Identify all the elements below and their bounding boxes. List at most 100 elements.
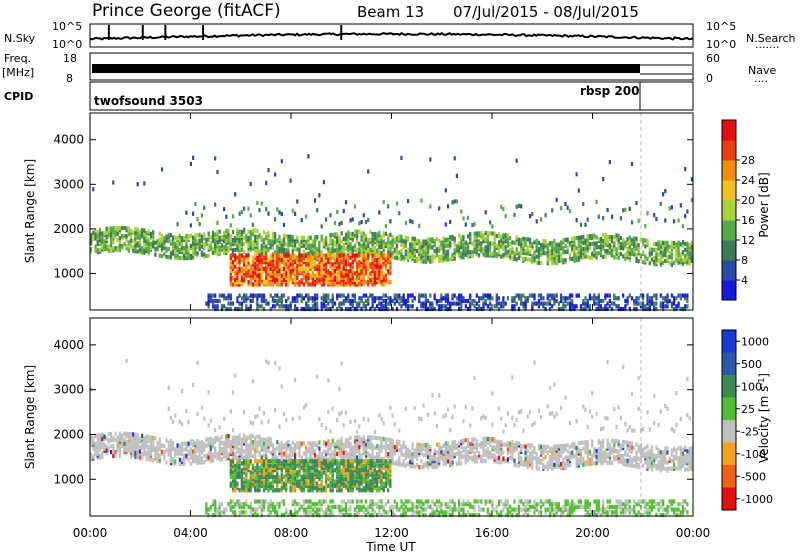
echo-cell [243,486,246,491]
echo-cell [240,510,243,515]
echo-cell [331,277,334,283]
echo-cell [336,260,339,265]
echo-cell [262,269,266,274]
echo-cell [387,269,390,274]
echo-cell [298,249,301,254]
echo-cell [203,205,206,210]
echo-cell [393,255,396,260]
echo-cell [371,296,374,301]
echo-cell [300,293,303,298]
echo-cell [449,306,452,312]
echo-cell [404,220,407,226]
echo-cell [169,239,172,244]
echo-cell [595,235,598,240]
echo-cell [387,301,390,306]
echo-cell [302,306,305,312]
echo-cell [320,234,323,239]
echo-cell [655,252,658,257]
echo-cell [604,296,607,301]
echo-cell [274,280,277,285]
echo-cell [320,250,323,255]
echo-cell [336,486,339,491]
echo-cell [211,452,215,457]
echo-cell [280,260,283,265]
echo-cell [247,280,250,285]
echo-cell [300,235,303,240]
echo-cell [265,207,268,212]
echo-cell [116,443,119,448]
echo-cell [371,304,374,309]
echo-cell [209,298,212,304]
echo-cell [384,304,387,309]
echo-cell [358,221,361,226]
echo-cell [265,275,268,280]
echo-cell [240,474,243,479]
echo-cell [329,452,332,458]
echo-cell [285,253,288,258]
echo-cell [229,293,232,298]
echo-cell [262,280,266,285]
echo-cell [90,239,93,244]
echo-cell [282,293,286,298]
echo-cell [134,450,137,455]
echo-cell [302,282,305,287]
echo-cell [278,477,281,482]
echo-cell [473,298,476,304]
echo-cell [125,439,128,444]
echo-cell [265,437,268,443]
echo-cell [389,240,392,245]
echo-cell [238,465,241,470]
echo-cell [269,459,272,464]
echo-cell [265,359,268,364]
echo-cell [291,262,294,267]
echo-cell [136,437,139,442]
echo-cell [294,273,297,278]
echo-cell [311,465,314,470]
echo-cell [291,486,294,491]
echo-cell [478,231,481,236]
echo-cell [318,271,321,276]
echo-cell [298,260,301,265]
echo-cell [269,450,272,456]
echo-cell [282,486,286,491]
echo-cell [247,282,250,287]
echo-cell [325,483,328,488]
echo-cell [169,415,172,420]
echo-cell [311,451,314,456]
echo-cell [238,233,241,238]
noise-panel: N.Sky 10^5 10^0 10^5 10^0 N.Search .....… [4,20,796,51]
echo-cell [686,304,689,309]
echo-cell [265,282,268,287]
echo-cell [256,273,259,278]
echo-cell [418,296,421,301]
echo-cell [360,269,363,274]
echo-cell [347,253,350,258]
echo-cell [307,260,310,265]
echo-cell [274,361,277,366]
echo-cell [411,304,414,309]
echo-cell [234,271,237,276]
echo-cell [209,296,212,301]
echo-cell [138,239,141,244]
echo-cell [291,470,294,475]
echo-cell [686,245,689,250]
echo-cell [278,234,281,240]
echo-cell [285,306,288,312]
echo-cell [562,250,565,255]
echo-cell [564,296,567,301]
colorbar-tick-label: 12 [741,234,755,247]
echo-cell [329,264,332,269]
echo-cell [528,243,532,248]
echo-cell [322,455,325,461]
echo-cell [196,245,199,250]
echo-cell [254,264,257,269]
echo-cell [318,461,321,466]
echo-cell [207,293,210,298]
echo-cell [331,293,334,298]
echo-cell [344,298,348,304]
echo-cell [300,253,303,258]
echo-cell [320,468,323,473]
echo-cell [642,306,645,312]
echo-cell [114,437,117,442]
echo-cell [258,269,261,274]
